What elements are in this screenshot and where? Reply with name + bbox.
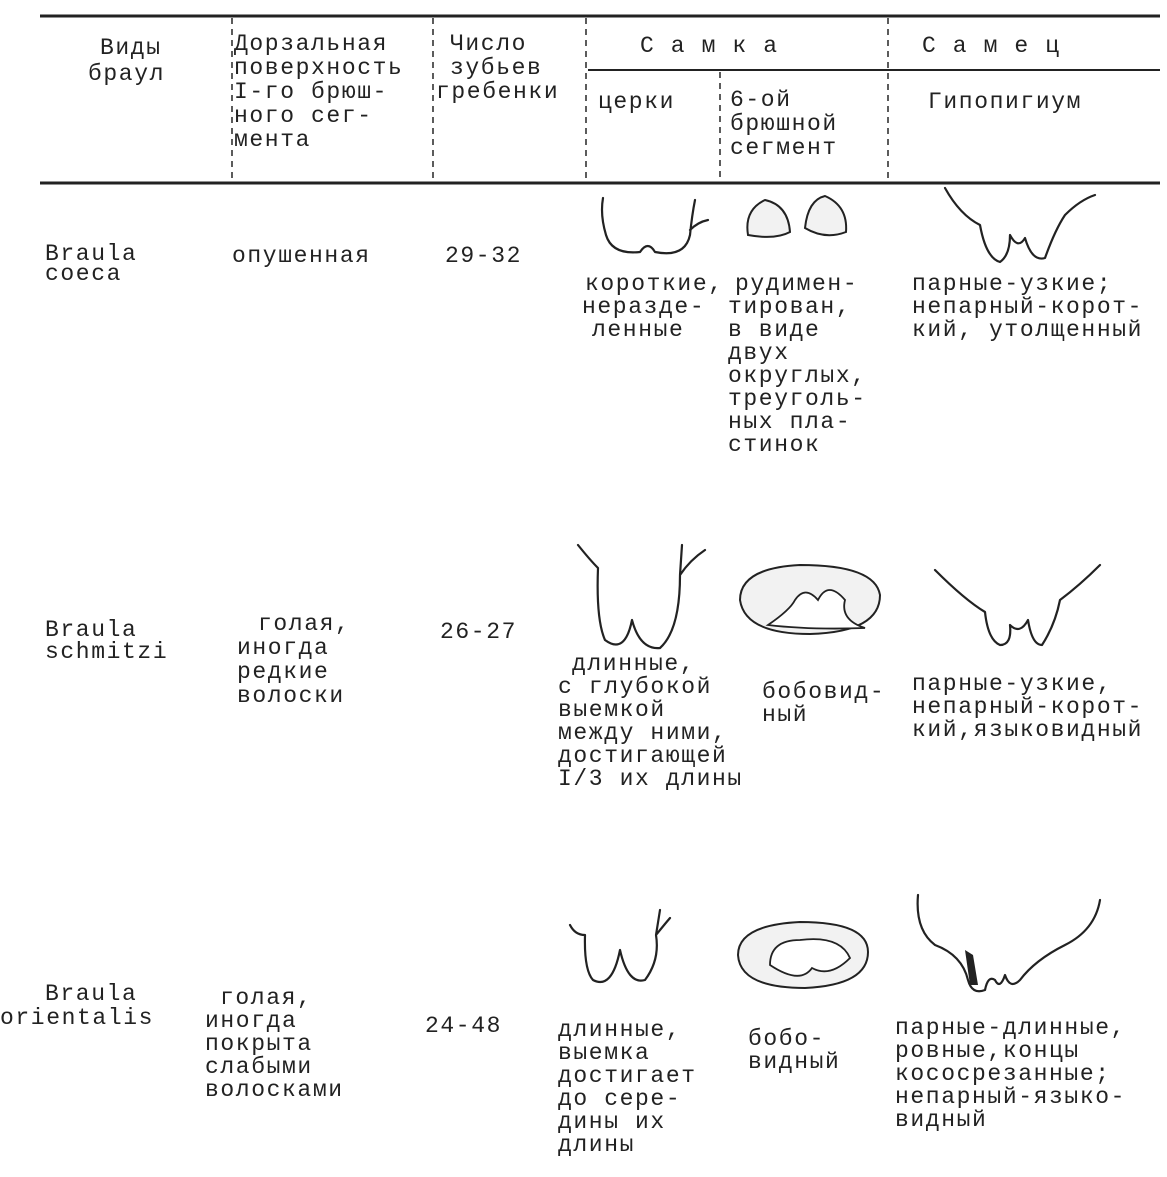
- cell-text: ного сег-: [234, 103, 373, 129]
- cell-text: кий,языковидный: [912, 717, 1143, 743]
- cerci-drawing: [600, 196, 710, 255]
- cell-text: браул: [88, 61, 165, 87]
- cell-text: непарный-языко-: [895, 1084, 1126, 1110]
- cell-text: брюшной: [730, 111, 838, 137]
- cell-text: 6-ой: [730, 87, 792, 113]
- cell-text: 24-48: [425, 1013, 502, 1039]
- cell-text: С а м е ц: [922, 33, 1061, 59]
- cell-text: короткие,: [585, 271, 724, 297]
- cell-text: бобовид-: [762, 679, 885, 705]
- cell-text: schmitzi: [45, 639, 168, 665]
- cell-text: опушенная: [232, 243, 371, 269]
- cell-text: рудимен-: [735, 271, 858, 297]
- cell-text: кососрезанные;: [895, 1061, 1111, 1087]
- cell-text: мента: [234, 127, 311, 153]
- cell-text: непарный-корот-: [912, 294, 1143, 320]
- cerci-drawing: [576, 543, 707, 650]
- cell-text: 26-27: [440, 619, 517, 645]
- cell-text: иногда: [205, 1008, 297, 1034]
- segment-drawing: [746, 198, 792, 238]
- cell-text: непарный-корот-: [912, 694, 1143, 720]
- cell-text: бобо-: [748, 1026, 825, 1052]
- cell-text: выемка: [558, 1040, 650, 1066]
- cerci-drawing: [568, 908, 672, 983]
- hypopygium-drawing: [916, 893, 1102, 993]
- cell-text: двух: [728, 340, 790, 366]
- cell-text: округлых,: [728, 363, 867, 389]
- cell-text: волоски: [237, 683, 345, 709]
- cell-text: зубьев: [450, 55, 542, 81]
- cell-text: до сере-: [558, 1086, 681, 1112]
- cell-text: парные-узкие,: [912, 671, 1112, 697]
- cell-text: I/3 их длины: [558, 766, 743, 792]
- cell-text: поверхность: [234, 55, 403, 81]
- cell-text: дины их: [558, 1109, 666, 1135]
- cell-text: Число: [450, 31, 527, 57]
- cell-text: выемкой: [558, 697, 666, 723]
- cell-text: Гипопигиум: [928, 89, 1082, 115]
- cell-text: ровные,концы: [895, 1038, 1080, 1064]
- cell-text: Дорзальная: [234, 31, 388, 57]
- cell-text: иногда: [237, 635, 329, 661]
- cell-text: гребенки: [436, 79, 559, 105]
- cell-text: между ними,: [558, 720, 727, 746]
- cell-text: парные-длинные,: [895, 1015, 1126, 1041]
- cell-text: длинные,: [572, 651, 695, 677]
- cell-text: длины: [558, 1132, 635, 1158]
- cell-text: ный: [762, 702, 808, 728]
- cell-text: церки: [598, 89, 675, 115]
- cell-text: ных пла-: [728, 409, 851, 435]
- cell-text: длинные,: [558, 1017, 681, 1043]
- cell-text: I-го брюш-: [234, 79, 388, 105]
- segment-drawing: [769, 938, 852, 977]
- cell-text: с глубокой: [558, 674, 712, 700]
- cell-text: 29-32: [445, 243, 522, 269]
- cell-text: стинок: [728, 432, 820, 458]
- cell-text: orientalis: [0, 1005, 154, 1031]
- cell-text: видный: [748, 1049, 840, 1075]
- cell-text: видный: [895, 1107, 987, 1133]
- cell-text: тирован,: [728, 294, 851, 320]
- segment-drawing: [765, 589, 866, 630]
- cell-text: треуголь-: [728, 386, 867, 412]
- cell-text: coeca: [45, 261, 122, 287]
- hypopygium-drawing: [943, 186, 1097, 264]
- cell-text: достигает: [558, 1063, 697, 1089]
- hypopygium-drawing: [965, 950, 978, 985]
- cell-text: волосками: [205, 1077, 344, 1103]
- cell-text: редкие: [237, 659, 329, 685]
- cell-text: кий, утолщенный: [912, 317, 1143, 343]
- cell-text: в виде: [728, 317, 820, 343]
- cell-text: достигающей: [558, 743, 727, 769]
- cell-text: голая,: [220, 985, 312, 1011]
- cell-text: Braula: [45, 617, 137, 643]
- cell-text: голая,: [258, 611, 350, 637]
- hypopygium-drawing: [933, 563, 1102, 647]
- cell-text: Braula: [45, 981, 137, 1007]
- cell-text: парные-узкие;: [912, 271, 1112, 297]
- cell-text: ленные: [592, 317, 684, 343]
- cell-text: Виды: [100, 35, 162, 61]
- segment-drawing: [803, 194, 848, 237]
- cell-text: С а м к а: [640, 33, 779, 59]
- cell-text: сегмент: [730, 135, 838, 161]
- cell-text: неразде-: [582, 294, 705, 320]
- cell-text: Braula: [45, 241, 137, 267]
- cell-text: слабыми: [205, 1054, 313, 1080]
- cell-text: покрыта: [205, 1031, 313, 1057]
